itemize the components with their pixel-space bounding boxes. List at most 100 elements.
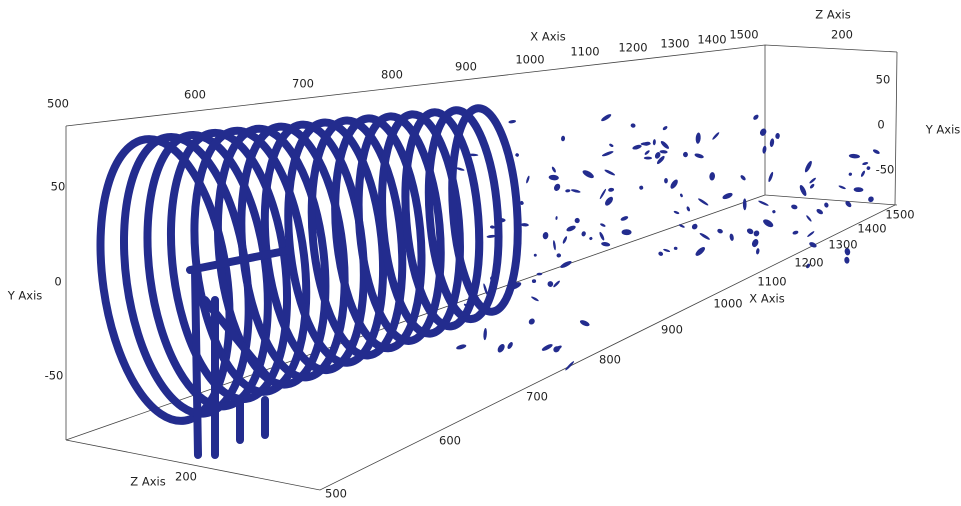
- vortex-fragment: [751, 238, 760, 248]
- tick-label: 600: [184, 88, 206, 102]
- vortex-fragment: [532, 279, 537, 283]
- vortex-fragment: [589, 236, 593, 240]
- tick-label: 1500: [729, 28, 758, 42]
- vortex-fragment: [599, 188, 607, 199]
- tick-label: 800: [599, 353, 621, 367]
- vortex-fragment: [515, 153, 520, 158]
- vortex-fragment: [542, 232, 549, 240]
- vortex-fragment: [806, 215, 813, 223]
- vortex-fragment: [743, 198, 747, 210]
- vortex-fragment: [772, 210, 776, 214]
- vortex-fragment: [709, 172, 715, 181]
- vortex-fragment: [603, 195, 614, 207]
- vortex-fragment: [496, 343, 506, 354]
- vortex-fragment: [844, 256, 850, 263]
- vortex-fragment: [531, 296, 540, 302]
- vortex-fragment: [673, 210, 679, 214]
- tick-label: 1100: [570, 45, 599, 59]
- vortex-fragment: [792, 230, 799, 235]
- axis-title: Z Axis: [130, 475, 165, 489]
- vortex-fragment: [816, 208, 824, 215]
- vortex-fragment: [729, 233, 734, 241]
- vortex-fragment: [559, 260, 572, 270]
- tick-label: 600: [439, 434, 461, 448]
- vortex-fragment: [609, 143, 614, 148]
- vortex-fragment: [694, 153, 704, 160]
- vortex-fragment: [746, 227, 755, 235]
- vortex-fragment: [579, 319, 590, 328]
- tick-label: 1100: [757, 275, 786, 289]
- vortex-fragment: [762, 145, 767, 153]
- vortex-fragment: [694, 245, 706, 257]
- vortex-fragment: [490, 225, 495, 229]
- vortex-fragment: [456, 343, 467, 350]
- vortex-fragment: [717, 228, 724, 234]
- axis-title: X Axis: [530, 30, 565, 44]
- vortex-fragment: [753, 229, 761, 237]
- vortex-fragment: [552, 280, 560, 288]
- vortex-fragment: [872, 148, 880, 154]
- vortex-fragment: [632, 144, 642, 151]
- vortex-fragment: [752, 114, 759, 121]
- vortex-fragment: [854, 187, 864, 192]
- vortex-fragment: [561, 136, 566, 142]
- vortex-fragment: [662, 125, 668, 131]
- vortex-fragment: [791, 204, 798, 210]
- tick-label: -50: [876, 163, 895, 177]
- tick-label: 1200: [794, 256, 823, 270]
- vortex-fragment: [534, 254, 537, 257]
- vortex-fragment: [548, 174, 559, 180]
- tick-label: 800: [381, 68, 403, 82]
- vortex-fragment: [620, 215, 629, 221]
- vortex-fragment: [862, 162, 869, 166]
- vortex-fragment: [691, 223, 699, 231]
- tick-label: 0: [54, 275, 61, 289]
- vortex-fragment: [658, 251, 664, 257]
- vortex-fragment: [759, 127, 768, 137]
- vortex-fragment: [553, 183, 562, 192]
- vortex-fragment: [697, 197, 709, 206]
- vortex-fragment: [553, 240, 557, 251]
- vortex-fragment: [809, 177, 817, 184]
- vortex-fragment: [653, 139, 656, 145]
- vortex-fragment: [601, 150, 614, 157]
- vortex-fragment: [525, 175, 530, 183]
- vortex-fragment: [680, 193, 684, 198]
- vortex-fragment: [660, 140, 670, 150]
- tick-label: 1000: [713, 297, 742, 311]
- tick-label: 700: [292, 77, 314, 91]
- tick-label: 900: [661, 323, 683, 337]
- vortex-fragment: [541, 343, 554, 352]
- vortex-fragment: [555, 216, 558, 220]
- tick-label: 1500: [885, 208, 914, 222]
- vortex-fragment: [581, 169, 595, 180]
- vortex-fragment: [644, 157, 652, 160]
- vortex-fragment: [621, 229, 631, 235]
- tick-label: 900: [455, 60, 477, 74]
- vortex-fragment: [824, 202, 830, 208]
- tick-label: 1300: [660, 37, 689, 51]
- tick-label: 50: [876, 73, 891, 87]
- vortex-fragment: [674, 247, 678, 251]
- vortex-fragment: [644, 149, 650, 155]
- vortex-fragment: [508, 119, 516, 123]
- vortex-fragment: [574, 217, 581, 224]
- tick-label: 500: [47, 97, 69, 111]
- vortex-fragment: [581, 231, 587, 237]
- vortex-fragment: [775, 133, 780, 139]
- vortex-fragment: [838, 185, 846, 190]
- vortex-fragment: [600, 113, 612, 123]
- vortex-fragment: [866, 166, 871, 171]
- vortex-fragment: [849, 153, 861, 158]
- vortex-fragment: [547, 281, 553, 287]
- vortex-fragment: [556, 253, 561, 257]
- tick-label: 1400: [697, 33, 726, 47]
- vortex-fragment: [664, 178, 668, 184]
- tick-label: 1000: [515, 53, 544, 67]
- vortex-fragment: [520, 223, 528, 227]
- tick-label: 50: [51, 180, 66, 194]
- axis-title: Y Axis: [7, 289, 43, 303]
- vortex-fragment: [562, 236, 568, 245]
- vortex-fragment: [712, 131, 721, 140]
- tick-label: 1400: [857, 222, 886, 236]
